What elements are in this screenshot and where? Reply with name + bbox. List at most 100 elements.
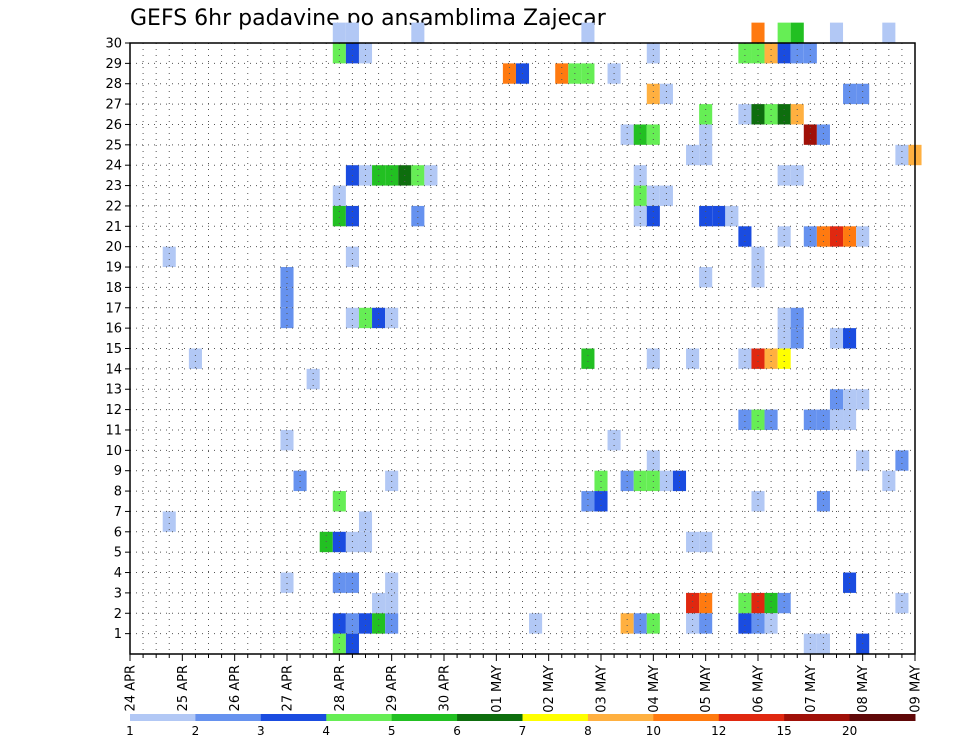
y-tick-label: 12 [105, 403, 122, 418]
heatmap-cell [790, 104, 804, 125]
heatmap-cell [790, 43, 804, 64]
heatmap-cell [188, 348, 202, 369]
heatmap-cell [633, 185, 647, 206]
heatmap-cell [816, 226, 830, 247]
heatmap-cell [816, 491, 830, 512]
heatmap-cell [411, 22, 425, 43]
y-tick-label: 24 [105, 159, 122, 174]
y-tick-label: 21 [105, 220, 122, 235]
heatmap-cell [280, 572, 294, 593]
heatmap-cell [882, 470, 896, 492]
heatmap-cell [385, 592, 399, 614]
x-tick-label: 24 APR [124, 665, 139, 711]
y-tick-label: 19 [105, 261, 122, 276]
heatmap-cell [332, 613, 346, 634]
y-tick-label: 7 [114, 505, 122, 520]
heatmap-cell [895, 592, 909, 614]
colorbar-label: 10 [646, 724, 661, 738]
heatmap-cell [764, 348, 778, 369]
colorbar-label: 2 [192, 724, 200, 738]
x-tick-label: 29 APR [385, 665, 400, 711]
heatmap-cell [385, 307, 399, 329]
colorbar-swatch [784, 714, 851, 721]
heatmap-cell [646, 124, 660, 145]
y-tick-label: 22 [105, 199, 122, 214]
colorbar-swatch [391, 714, 458, 721]
heatmap-cell [646, 450, 660, 471]
heatmap-cell [594, 470, 608, 492]
heatmap-cell [777, 104, 791, 125]
heatmap-cell [646, 43, 660, 64]
heatmap-cell [725, 205, 739, 227]
heatmap-cell [633, 205, 647, 227]
heatmap-cell [345, 43, 359, 64]
heatmap-cell [751, 592, 765, 614]
y-tick-label: 20 [105, 240, 122, 255]
y-tick-label: 23 [105, 179, 122, 194]
heatmap-cell [777, 43, 791, 64]
y-axis: 1234567891011121314151617181920212223242… [105, 37, 130, 642]
heatmap-cell [738, 348, 752, 369]
colorbar-label: 1 [126, 724, 134, 738]
heatmap-cell [816, 124, 830, 145]
heatmap-cell [829, 22, 844, 43]
heatmap-cell [699, 104, 713, 125]
heatmap-cell [764, 409, 778, 430]
heatmap-cell [332, 491, 346, 512]
heatmap-cell [345, 572, 359, 593]
y-tick-label: 28 [105, 77, 122, 92]
heatmap-cell [803, 226, 817, 247]
heatmap-cell [358, 43, 373, 64]
y-tick-label: 30 [105, 37, 122, 52]
heatmap-cell [358, 613, 373, 634]
y-tick-label: 18 [105, 281, 122, 296]
colorbar-swatch [326, 714, 393, 721]
heatmap-cell [790, 328, 804, 349]
heatmap-cell [686, 613, 700, 634]
heatmap-cell [345, 613, 359, 634]
y-tick-label: 9 [114, 464, 122, 479]
colorbar-label: 4 [322, 724, 330, 738]
heatmap-cell [856, 450, 870, 471]
heatmap-cell [751, 246, 765, 268]
heatmap-cell [777, 226, 791, 247]
heatmap-cell [751, 22, 765, 43]
heatmap-cell [829, 389, 844, 410]
colorbar-swatch [653, 714, 720, 721]
colorbar-swatch [130, 714, 196, 721]
colorbar-swatch [587, 714, 654, 721]
heatmap-cell [738, 592, 752, 614]
heatmap-cell [332, 22, 346, 43]
heatmap-cell [790, 307, 804, 329]
y-tick-label: 26 [105, 118, 122, 133]
colorbar-swatch [195, 714, 262, 721]
heatmap-cell [280, 429, 294, 451]
heatmap-cell [686, 348, 700, 369]
heatmap-cell [843, 328, 857, 349]
y-tick-label: 29 [105, 57, 122, 72]
heatmap-cell [738, 409, 752, 430]
heatmap-cell [803, 124, 817, 145]
heatmap-cell [856, 226, 870, 247]
x-tick-label: 27 APR [281, 665, 296, 711]
heatmap-cell [162, 246, 176, 268]
heatmap-cell [646, 470, 660, 492]
heatmap-cell [829, 328, 844, 349]
heatmap-cell [843, 389, 857, 410]
y-tick-label: 14 [105, 362, 122, 377]
x-tick-label: 30 APR [438, 665, 453, 711]
colorbar-label: 7 [519, 724, 527, 738]
heatmap-cell [633, 613, 647, 634]
heatmap-cell [738, 104, 752, 125]
colorbar-label: 6 [453, 724, 461, 738]
x-tick-label: 26 APR [228, 665, 243, 711]
heatmap-cell [372, 613, 386, 634]
heatmap-cell [659, 470, 673, 492]
x-tick-label: 08 MAY [856, 665, 871, 713]
y-tick-label: 15 [105, 342, 122, 357]
x-tick-label: 04 MAY [647, 665, 662, 713]
heatmap-cell [856, 389, 870, 410]
grid-layer [130, 42, 915, 654]
heatmap-cell [843, 226, 857, 247]
